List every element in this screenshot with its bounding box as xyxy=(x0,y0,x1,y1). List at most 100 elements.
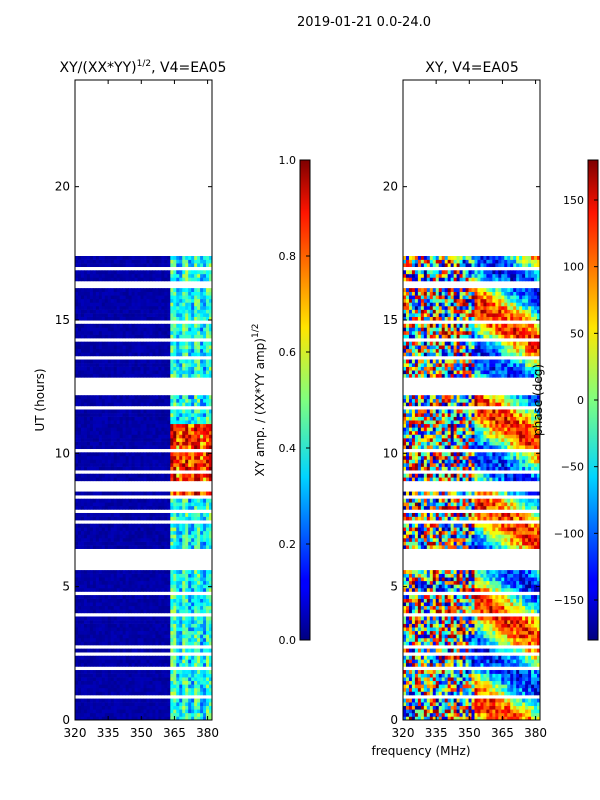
heatmap-cell xyxy=(188,313,192,317)
heatmap-cell xyxy=(101,623,106,628)
heatmap-cell xyxy=(408,712,413,717)
heatmap-cell xyxy=(119,277,124,282)
heatmap-cell xyxy=(203,641,207,646)
heatmap-cell xyxy=(525,716,529,721)
heatmap-cell xyxy=(164,530,168,535)
heatmap-cell xyxy=(149,502,153,507)
heatmap-cell xyxy=(194,345,198,350)
heatmap-cell xyxy=(101,295,106,300)
heatmap-cell xyxy=(197,512,201,517)
heatmap-cell xyxy=(188,545,192,549)
heatmap-cell xyxy=(143,477,147,482)
heatmap-cell xyxy=(95,627,100,632)
heatmap-cell xyxy=(188,455,192,460)
heatmap-cell xyxy=(86,655,91,660)
heatmap-cell xyxy=(161,627,165,632)
heatmap-cell xyxy=(188,288,192,292)
heatmap-cell xyxy=(122,537,127,542)
heatmap-cell xyxy=(80,716,85,721)
heatmap-cell xyxy=(101,502,106,507)
heatmap-cell xyxy=(155,341,159,346)
heatmap-cell xyxy=(107,452,112,457)
heatmap-cell xyxy=(116,616,121,621)
heatmap-cell xyxy=(140,259,144,264)
heatmap-cell xyxy=(158,545,162,549)
heatmap-cell xyxy=(95,316,100,321)
heatmap-cell xyxy=(188,691,192,696)
heatmap-cell xyxy=(197,577,201,582)
heatmap-cell xyxy=(137,637,141,642)
heatmap-cell xyxy=(182,616,186,621)
heatmap-cell xyxy=(408,691,413,696)
heatmap-cell xyxy=(119,620,124,624)
heatmap-cell xyxy=(128,334,132,339)
heatmap-cell xyxy=(77,634,82,639)
heatmap-cell xyxy=(197,516,201,521)
heatmap-cell xyxy=(173,627,177,632)
heatmap-cell xyxy=(149,327,153,332)
heatmap-cell xyxy=(185,434,189,439)
heatmap-cell xyxy=(188,302,192,307)
heatmap-cell xyxy=(83,537,88,542)
heatmap-cell xyxy=(95,330,100,335)
heatmap-cell xyxy=(80,466,85,471)
heatmap-cell xyxy=(200,409,204,414)
heatmap-cell xyxy=(110,512,115,517)
heatmap-cell xyxy=(465,716,469,721)
heatmap-cell xyxy=(134,438,138,442)
heatmap-cell xyxy=(197,273,201,278)
heatmap-cell xyxy=(125,577,130,582)
heatmap-cell xyxy=(200,313,204,317)
heatmap-cell xyxy=(173,455,177,460)
heatmap-cell xyxy=(155,527,159,532)
heatmap-cell xyxy=(77,527,82,532)
heatmap-cell xyxy=(152,277,156,282)
heatmap-cell xyxy=(86,648,91,653)
heatmap-cell xyxy=(152,348,156,353)
heatmap-cell xyxy=(110,534,115,539)
heatmap-cell xyxy=(182,473,186,478)
heatmap-cell xyxy=(75,434,79,439)
heatmap-cell xyxy=(447,712,452,717)
heatmap-cell xyxy=(122,680,127,685)
heatmap-cell xyxy=(134,684,138,689)
heatmap-cell xyxy=(185,691,189,696)
heatmap-cell xyxy=(140,473,144,478)
heatmap-cell xyxy=(182,270,186,275)
heatmap-cell xyxy=(122,655,127,660)
heatmap-cell xyxy=(92,263,97,268)
heatmap-cell xyxy=(107,334,112,339)
heatmap-cell xyxy=(107,327,112,332)
heatmap-cell xyxy=(170,687,174,692)
heatmap-cell xyxy=(203,541,207,546)
heatmap-cell xyxy=(155,491,159,496)
heatmap-cell xyxy=(137,512,141,517)
heatmap-cell xyxy=(101,398,106,403)
heatmap-cell xyxy=(149,441,153,446)
heatmap-cell xyxy=(134,434,138,439)
heatmap-cell xyxy=(182,295,186,300)
heatmap-cell xyxy=(113,716,118,721)
heatmap-cell xyxy=(155,416,159,421)
heatmap-cell xyxy=(80,630,85,635)
heatmap-cell xyxy=(83,327,88,332)
heatmap-cell xyxy=(429,712,434,717)
heatmap-cell xyxy=(179,452,183,457)
heatmap-cell xyxy=(158,637,162,642)
heatmap-cell xyxy=(125,705,130,710)
heatmap-cell xyxy=(179,516,183,521)
heatmap-cell xyxy=(209,288,213,292)
heatmap-cell xyxy=(119,505,124,510)
heatmap-cell xyxy=(531,687,535,692)
heatmap-cell xyxy=(80,684,85,689)
heatmap-cell xyxy=(113,620,118,624)
heatmap-cell xyxy=(107,691,112,696)
heatmap-cell xyxy=(179,473,183,478)
heatmap-cell xyxy=(77,516,82,521)
heatmap-cell xyxy=(403,716,407,721)
heatmap-cell xyxy=(203,577,207,582)
heatmap-cell xyxy=(80,345,85,350)
heatmap-cell xyxy=(152,256,156,260)
heatmap-cell xyxy=(86,634,91,639)
heatmap-cell xyxy=(435,705,440,710)
